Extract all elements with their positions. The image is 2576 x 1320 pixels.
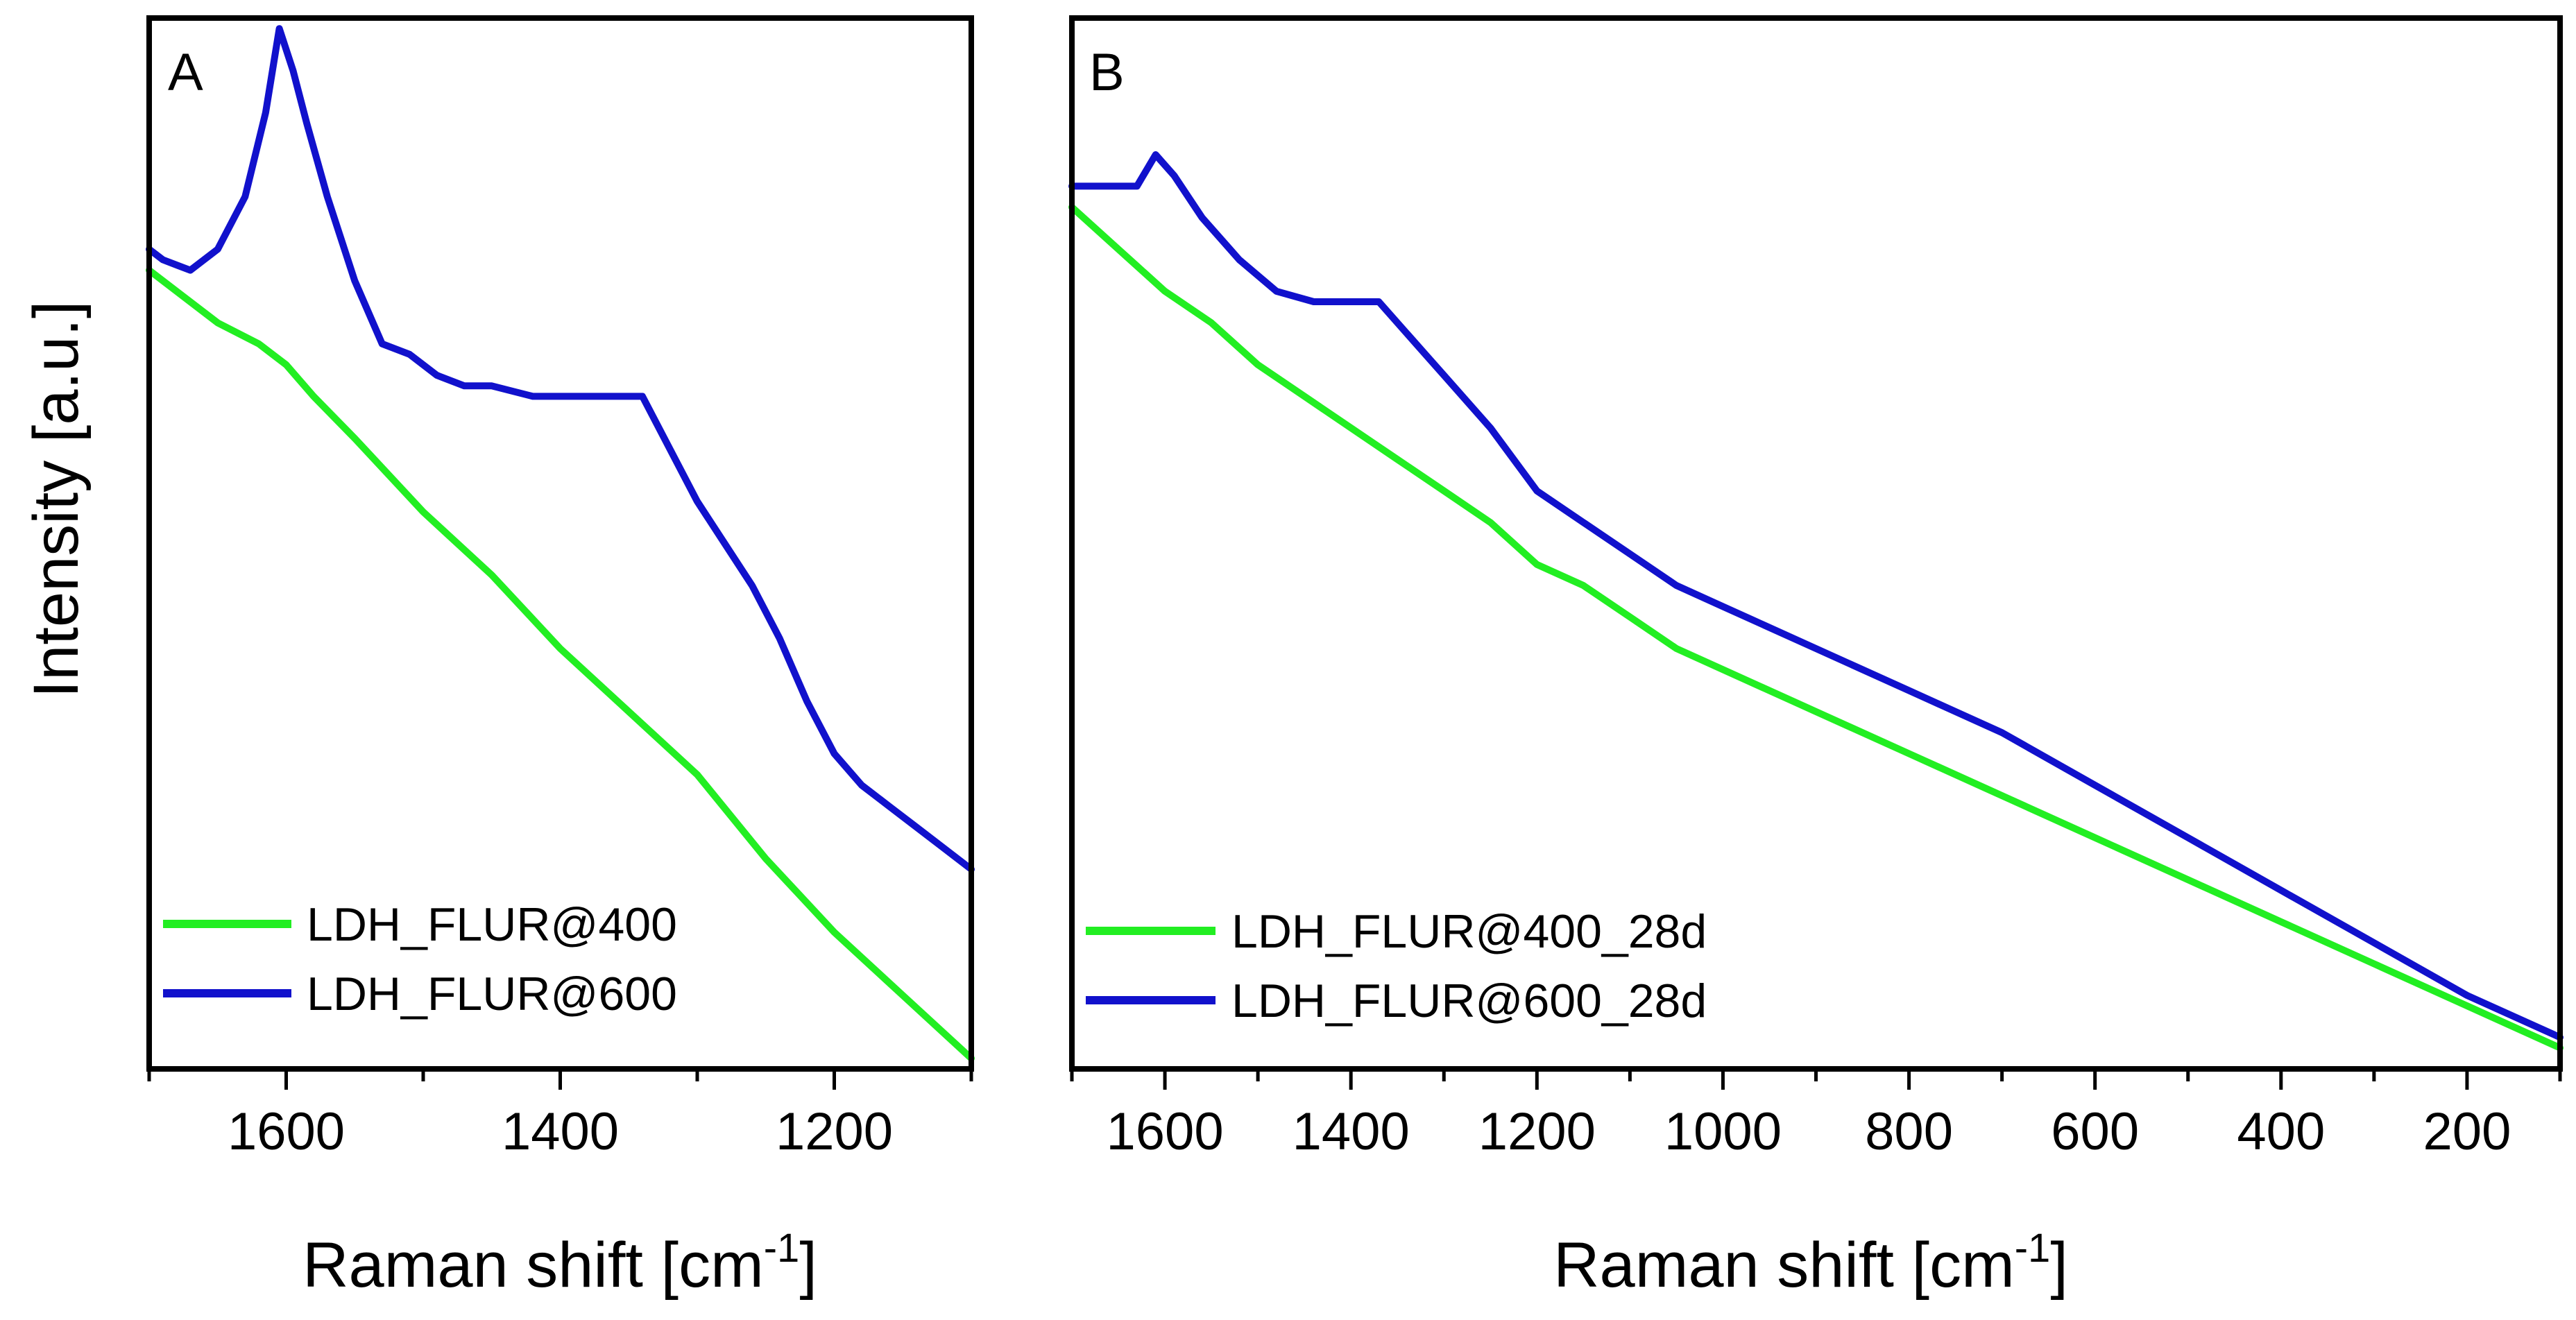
panel-b-x-axis-label-main: Raman shift [cm	[1553, 1230, 2015, 1301]
panel-b-x-axis-label-end: ]	[2050, 1230, 2068, 1301]
panel-b-tick-label-1400: 1400	[1293, 1102, 1410, 1161]
panel-b-tick-label-800: 800	[1865, 1102, 1953, 1161]
panel-a-series-ldh-flur-400	[146, 266, 975, 1062]
panel-b-series-ldh-flur-600-28d	[1068, 151, 2564, 1041]
panel-a-legend: LDH_FLUR@400 LDH_FLUR@600	[163, 898, 677, 1020]
panel-b-x-axis-label-sup: -1	[2015, 1226, 2051, 1271]
panel-a-x-axis-label-sup: -1	[764, 1226, 800, 1271]
panel-b-tick-label-200: 200	[2423, 1102, 2511, 1161]
panel-b-legend-label-400: LDH_FLUR@400_28d	[1231, 905, 1707, 958]
panel-a-series-layer	[146, 25, 975, 1062]
panel-b-legend-label-600: LDH_FLUR@600_28d	[1231, 975, 1707, 1027]
panel-b-tick-label-1000: 1000	[1664, 1102, 1782, 1161]
panel-b-legend: LDH_FLUR@400_28d LDH_FLUR@600_28d	[1086, 905, 1707, 1027]
panel-b-letter: B	[1089, 43, 1125, 102]
panel-b-x-axis-label: Raman shift [cm-1]	[1553, 1226, 2068, 1301]
panel-a: 1600 1400 1200 A LDH_FLUR@400 LDH_FLUR@600…	[146, 15, 975, 1301]
panel-b: 1600 1400 1200 1000 800 600 400 200 B LDH_FLUR@…	[1068, 15, 2564, 1301]
panel-b-series-ldh-flur-400-28d	[1068, 203, 2564, 1052]
panel-b-tick-label-600: 600	[2051, 1102, 2139, 1161]
panel-b-tick-label-1600: 1600	[1107, 1102, 1224, 1161]
panel-a-x-axis-label: Raman shift [cm-1]	[302, 1226, 817, 1301]
panel-a-tick-label-1200: 1200	[776, 1102, 893, 1161]
panel-b-tick-label-1200: 1200	[1478, 1102, 1596, 1161]
y-axis-label: Intensity [a.u.]	[21, 301, 92, 698]
panel-a-legend-label-400: LDH_FLUR@400	[307, 898, 677, 951]
panel-a-legend-label-600: LDH_FLUR@600	[307, 968, 677, 1020]
panel-b-series-layer	[1068, 151, 2564, 1052]
panel-a-series-ldh-flur-600	[146, 25, 975, 873]
panel-a-tick-label-1400: 1400	[502, 1102, 619, 1161]
panel-a-x-axis-label-main: Raman shift [cm	[302, 1230, 764, 1301]
panel-a-letter: A	[168, 43, 203, 102]
panel-a-x-axis-label-end: ]	[799, 1230, 817, 1301]
panel-b-ticks: 1600 1400 1200 1000 800 600 400 200	[1070, 1069, 2562, 1161]
panel-b-tick-label-400: 400	[2237, 1102, 2325, 1161]
panel-a-tick-label-1600: 1600	[228, 1102, 345, 1161]
panel-a-ticks: 1600 1400 1200	[147, 1069, 973, 1161]
